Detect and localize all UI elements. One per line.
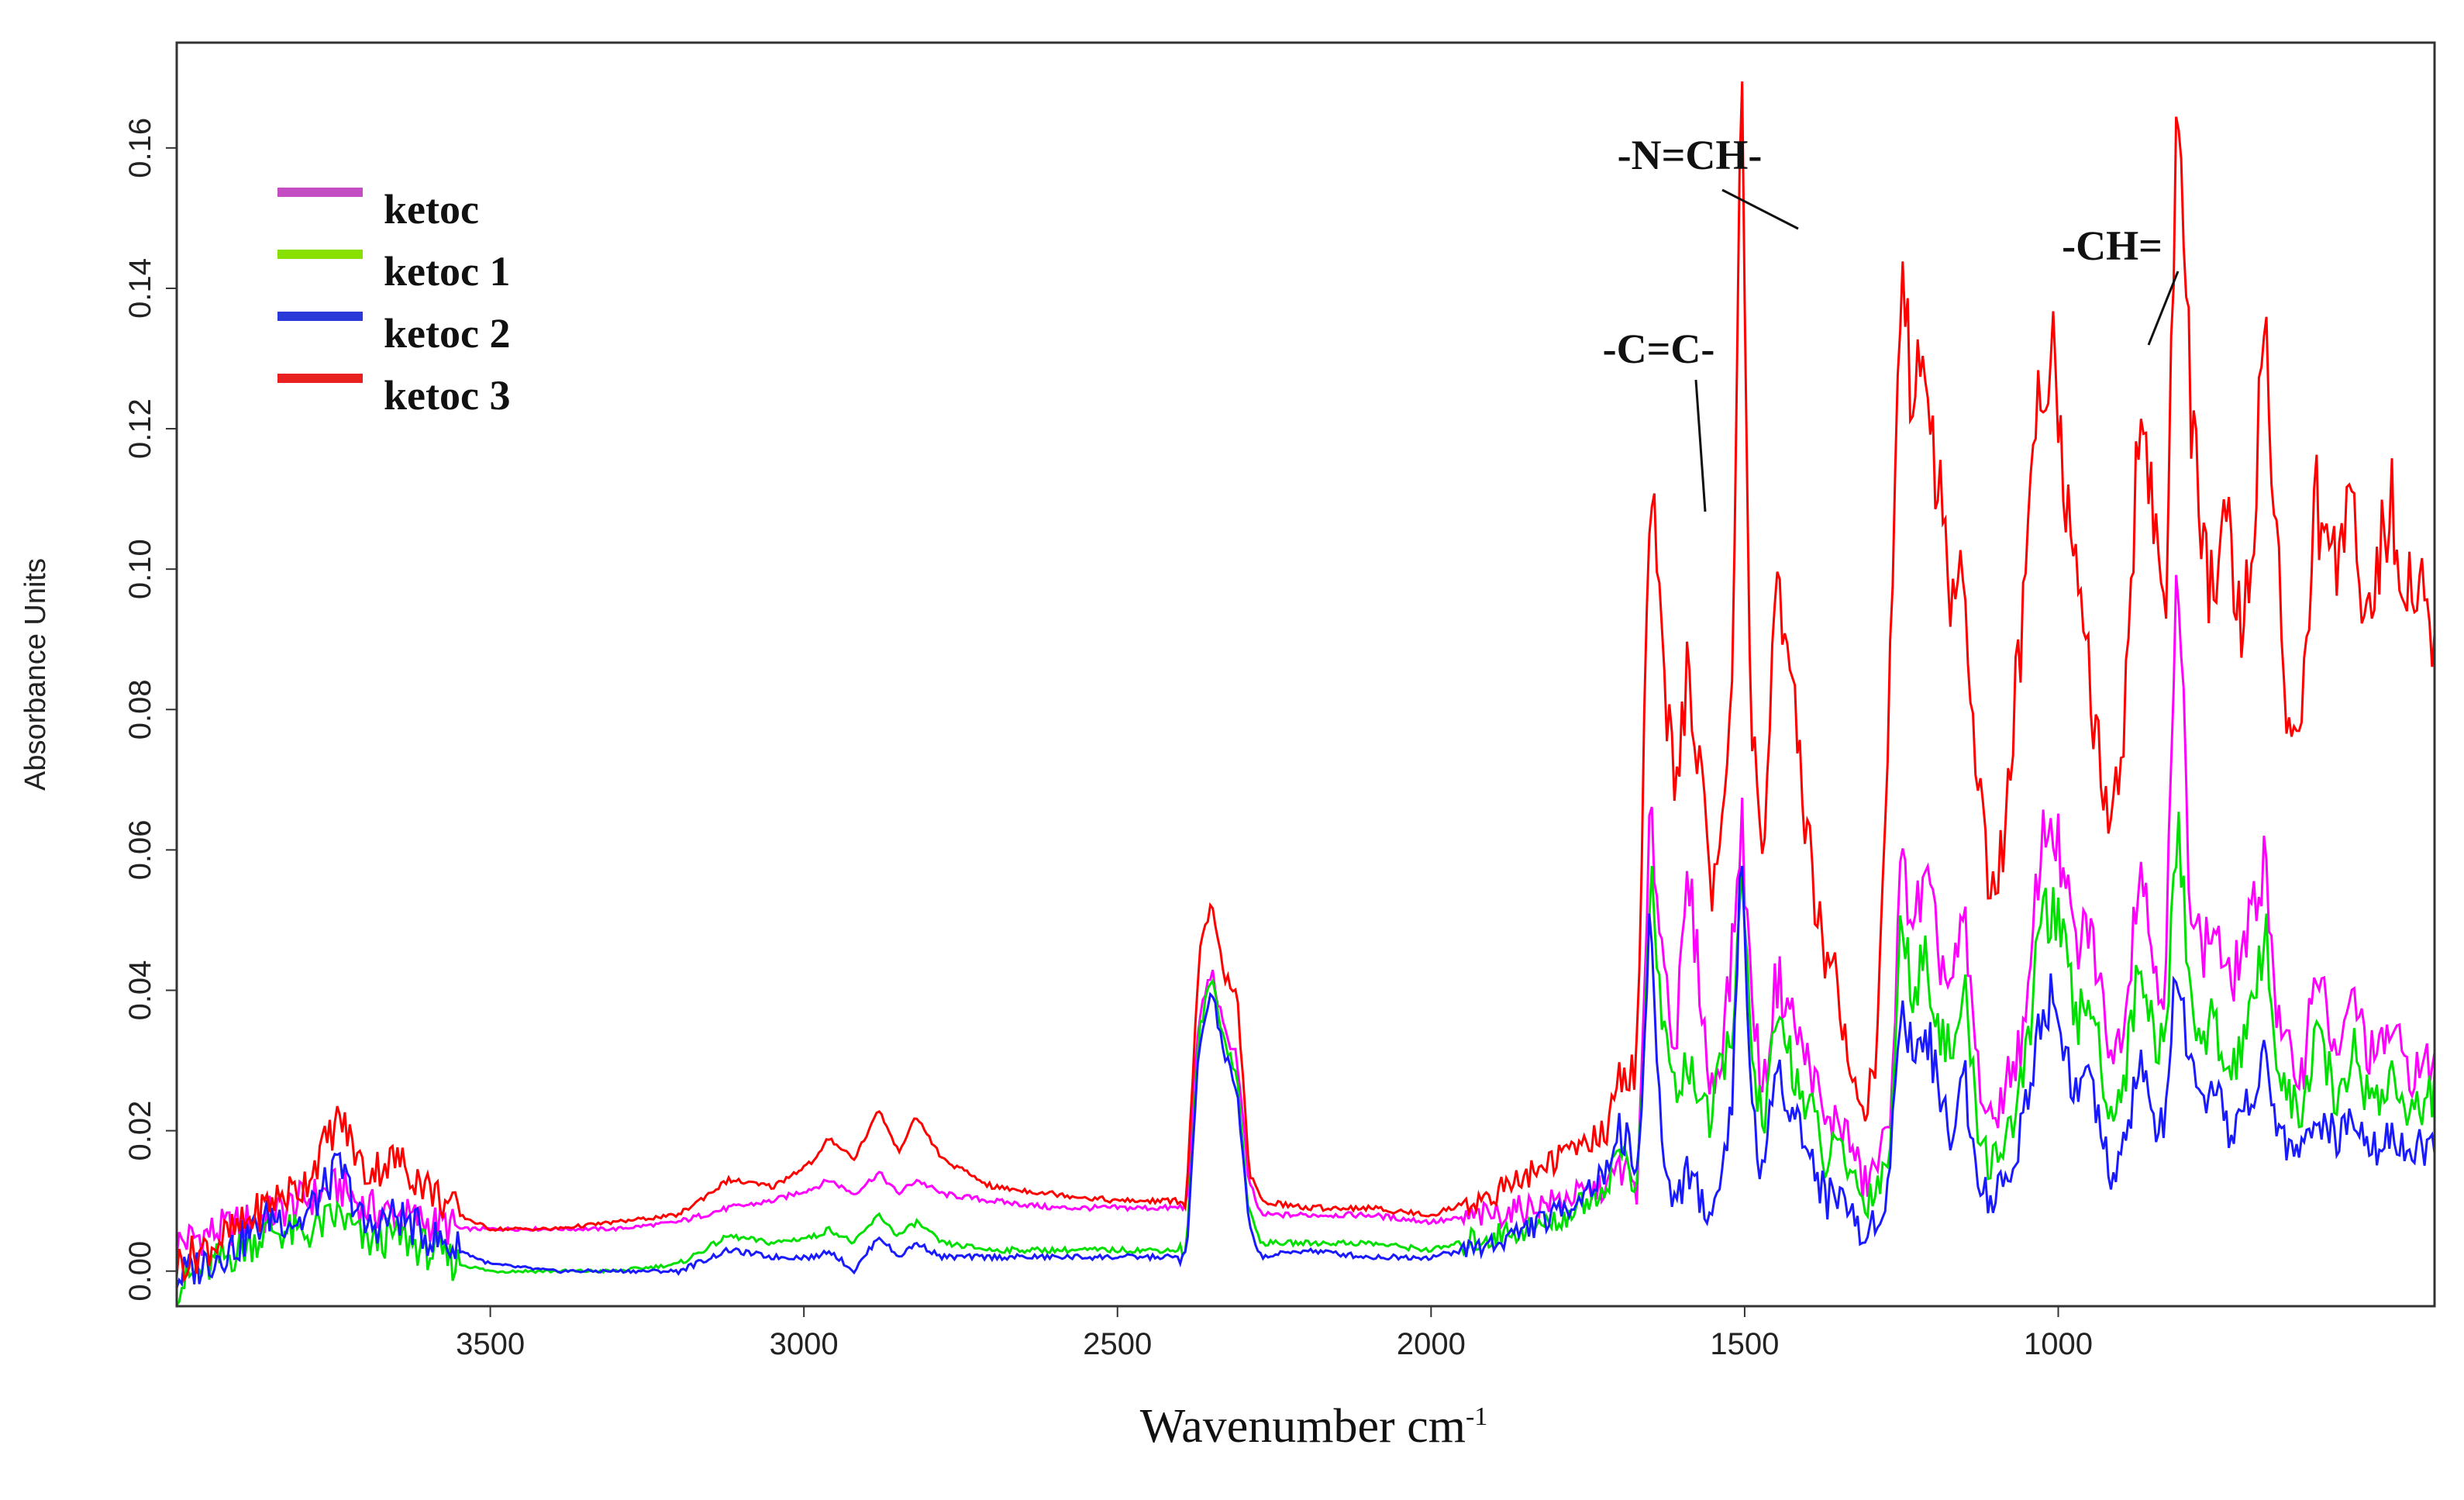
annotation-leader-line: [1721, 188, 1799, 230]
series-line-ketoc-1: [177, 812, 2435, 1306]
x-tick-label: 1000: [2024, 1327, 2093, 1361]
annotation-leader-line: [2147, 271, 2180, 346]
x-tick-label: 3500: [456, 1327, 525, 1361]
series-line-ketoc-2: [177, 865, 2435, 1288]
x-tick-label: 3000: [770, 1327, 839, 1361]
y-tick-label: 0.06: [123, 819, 157, 880]
annotation-label: -N=CH-: [1618, 132, 1763, 178]
x-tick-label: 1500: [1710, 1327, 1779, 1361]
x-axis-label: Wavenumber cm-1: [1140, 1400, 1488, 1453]
y-tick-label: 0.00: [123, 1241, 157, 1302]
annotation-label: -C=C-: [1603, 326, 1715, 372]
y-tick-label: 0.16: [123, 118, 157, 178]
y-tick-label: 0.10: [123, 539, 157, 599]
y-axis-label: Absorbance Units: [19, 558, 52, 791]
legend: ketoc ketoc 1 ketoc 2 ketoc 3: [277, 186, 510, 419]
y-tick-label: 0.14: [123, 258, 157, 319]
y-tick-label: 0.08: [123, 679, 157, 740]
legend-label: ketoc: [384, 186, 479, 233]
y-tick-label: 0.12: [123, 398, 157, 459]
plot-frame: [175, 41, 2436, 1308]
y-axis-ticks: 0.00 0.02 0.04 0.06 0.08 0.10 0.12 0.14 0.16: [123, 118, 177, 1302]
legend-label: ketoc 2: [384, 310, 510, 357]
legend-label: ketoc 3: [384, 372, 510, 419]
annotation-leader-line: [1694, 379, 1707, 512]
x-axis-label-superscript: -1: [1466, 1402, 1487, 1431]
annotation-label: -CH=: [2062, 222, 2162, 269]
legend-label: ketoc 1: [384, 248, 510, 295]
x-axis-ticks: 3500 3000 2500 2000 1500 1000: [456, 1306, 2093, 1361]
series-line-ketoc-3: [177, 81, 2435, 1284]
y-tick-label: 0.02: [123, 1101, 157, 1161]
x-tick-label: 2000: [1397, 1327, 1466, 1361]
x-axis-label-main: Wavenumber cm: [1140, 1400, 1466, 1453]
series-layer: [177, 81, 2435, 1306]
peak-annotations: -N=CH- -C=C- -CH=: [1603, 132, 2180, 512]
y-tick-label: 0.04: [123, 960, 157, 1021]
x-tick-label: 2500: [1083, 1327, 1152, 1361]
